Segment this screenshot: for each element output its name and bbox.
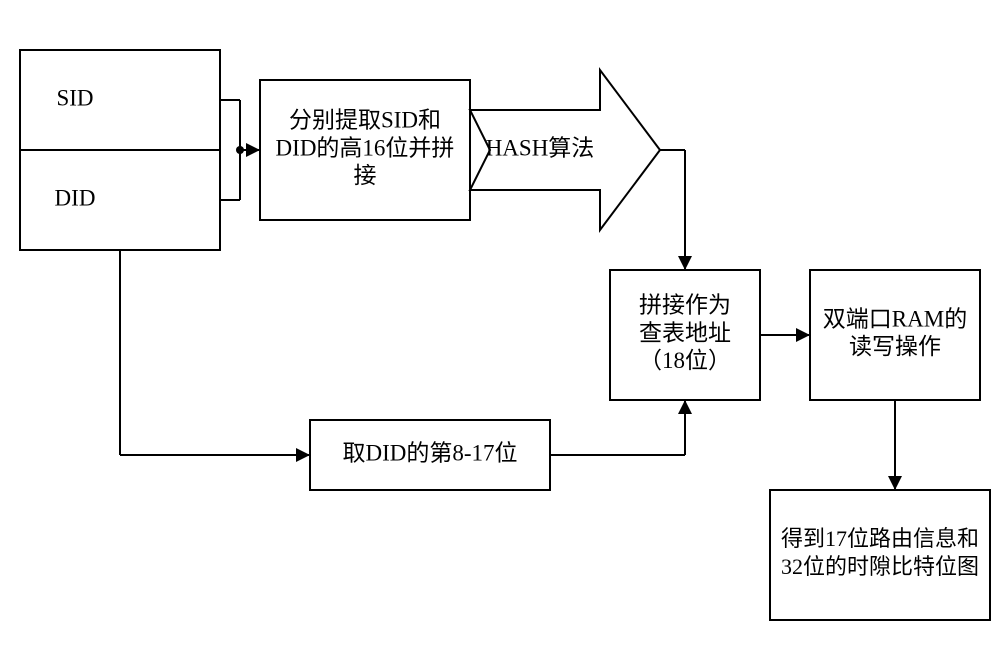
sid-label: SID	[56, 85, 93, 110]
extract-l1: 分别提取SID和	[289, 108, 441, 133]
ram-l1: 双端口RAM的	[823, 306, 967, 331]
concat-l1: 拼接作为	[639, 293, 731, 318]
did-label: DID	[55, 185, 96, 210]
result-l1: 得到17位路由信息和	[781, 526, 979, 551]
extract-l2: DID的高16位并拼	[276, 135, 455, 160]
didbits-label: 取DID的第8-17位	[342, 440, 517, 465]
result-l2: 32位的时隙比特位图	[781, 554, 979, 579]
extract-l3: 接	[354, 163, 377, 188]
concat-l3: （18位）	[639, 348, 731, 373]
ram-l2: 读写操作	[849, 334, 941, 359]
hash-label: HASH算法	[486, 135, 595, 160]
concat-l2: 查表地址	[639, 320, 731, 345]
